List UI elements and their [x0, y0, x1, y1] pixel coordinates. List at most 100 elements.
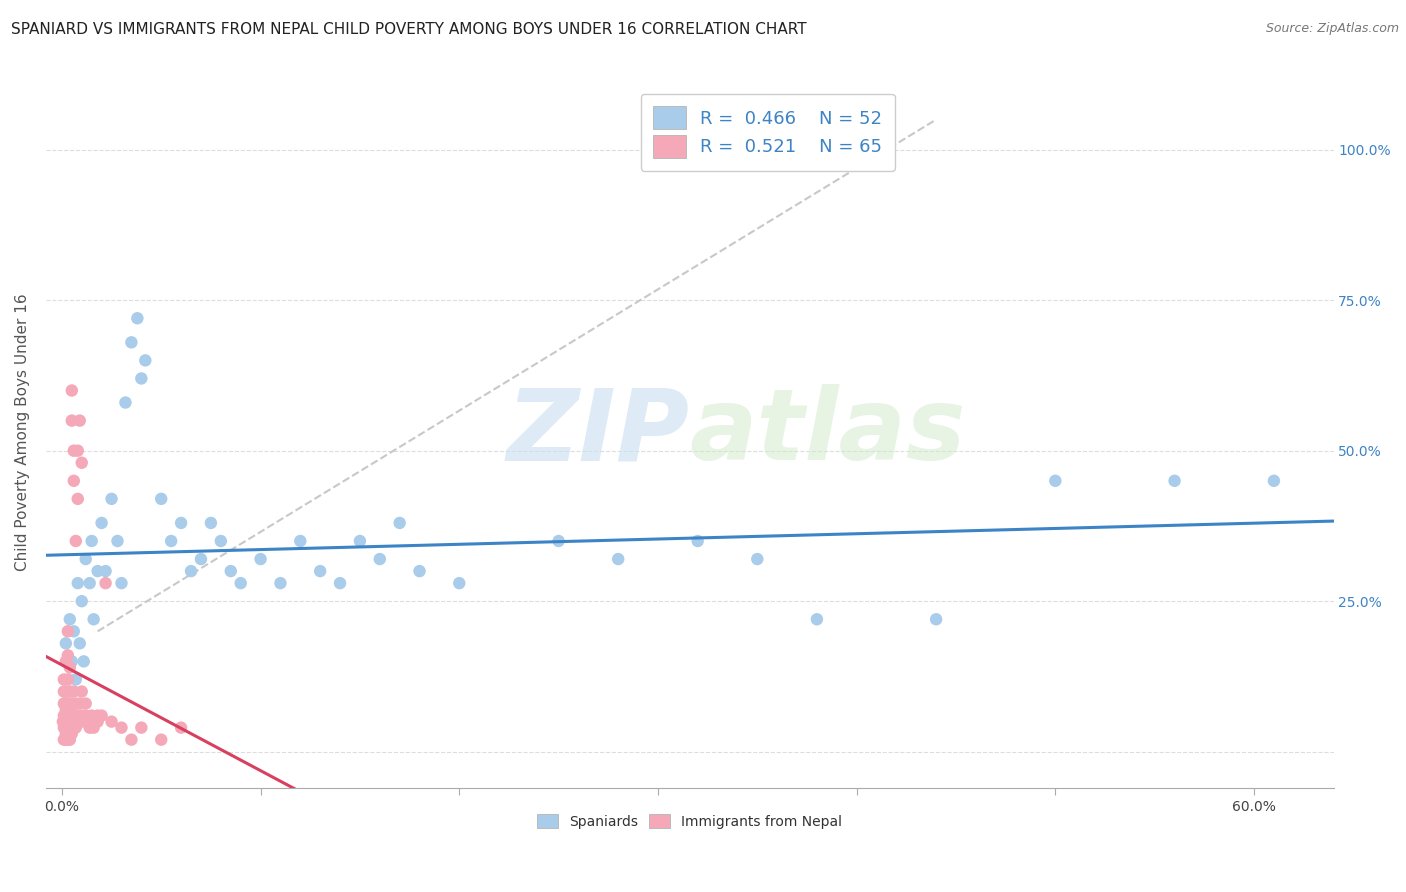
Point	[70, 456, 93, 470]
Point	[73, 714, 96, 729]
Point	[59, 684, 82, 698]
Point	[56, 697, 79, 711]
Point	[79, 721, 101, 735]
Point	[65, 721, 87, 735]
Point	[86, 714, 108, 729]
Point	[747, 552, 769, 566]
Text: Source: ZipAtlas.com: Source: ZipAtlas.com	[1265, 22, 1399, 36]
Text: ZIP: ZIP	[506, 384, 690, 481]
Point	[1045, 474, 1067, 488]
Text: atlas: atlas	[690, 384, 966, 481]
Point	[69, 636, 91, 650]
Point	[73, 654, 96, 668]
Point	[100, 714, 122, 729]
Point	[449, 576, 471, 591]
Point	[60, 726, 83, 740]
Point	[110, 576, 132, 591]
Point	[83, 721, 105, 735]
Point	[60, 384, 83, 398]
Point	[80, 708, 103, 723]
Point	[55, 732, 77, 747]
Point	[686, 534, 709, 549]
Point	[52, 708, 75, 723]
Point	[150, 732, 173, 747]
Point	[329, 576, 352, 591]
Point	[150, 491, 173, 506]
Point	[547, 534, 569, 549]
Point	[349, 534, 371, 549]
Point	[1263, 474, 1285, 488]
Point	[190, 552, 212, 566]
Point	[52, 721, 75, 735]
Point	[107, 534, 129, 549]
Point	[56, 648, 79, 663]
Point	[66, 576, 89, 591]
Point	[160, 534, 183, 549]
Point	[62, 474, 84, 488]
Point	[59, 714, 82, 729]
Point	[120, 732, 142, 747]
Point	[55, 636, 77, 650]
Text: SPANIARD VS IMMIGRANTS FROM NEPAL CHILD POVERTY AMONG BOYS UNDER 16 CORRELATION : SPANIARD VS IMMIGRANTS FROM NEPAL CHILD …	[11, 22, 807, 37]
Point	[200, 516, 222, 530]
Point	[59, 612, 82, 626]
Point	[131, 371, 153, 385]
Point	[75, 708, 97, 723]
Point	[55, 697, 77, 711]
Point	[56, 708, 79, 723]
Point	[120, 335, 142, 350]
Point	[269, 576, 291, 591]
Point	[59, 660, 82, 674]
Y-axis label: Child Poverty Among Boys Under 16: Child Poverty Among Boys Under 16	[15, 293, 30, 572]
Point	[170, 721, 193, 735]
Point	[249, 552, 271, 566]
Point	[290, 534, 312, 549]
Point	[65, 534, 87, 549]
Point	[806, 612, 828, 626]
Point	[56, 624, 79, 639]
Point	[309, 564, 332, 578]
Point	[65, 673, 87, 687]
Legend: Spaniards, Immigrants from Nepal: Spaniards, Immigrants from Nepal	[531, 808, 848, 834]
Point	[94, 564, 117, 578]
Point	[75, 552, 97, 566]
Point	[70, 708, 93, 723]
Point	[69, 697, 91, 711]
Point	[127, 311, 149, 326]
Point	[114, 395, 136, 409]
Point	[62, 624, 84, 639]
Point	[100, 491, 122, 506]
Point	[52, 673, 75, 687]
Point	[86, 564, 108, 578]
Point	[79, 576, 101, 591]
Point	[368, 552, 391, 566]
Point	[60, 654, 83, 668]
Point	[90, 708, 112, 723]
Point	[76, 714, 98, 729]
Point	[55, 702, 77, 716]
Point	[69, 414, 91, 428]
Point	[65, 697, 87, 711]
Point	[59, 721, 82, 735]
Point	[60, 708, 83, 723]
Point	[66, 443, 89, 458]
Point	[86, 708, 108, 723]
Point	[59, 702, 82, 716]
Point	[66, 708, 89, 723]
Point	[80, 534, 103, 549]
Point	[56, 732, 79, 747]
Point	[66, 491, 89, 506]
Point	[62, 714, 84, 729]
Point	[70, 684, 93, 698]
Point	[134, 353, 156, 368]
Point	[52, 714, 75, 729]
Point	[70, 594, 93, 608]
Point	[60, 697, 83, 711]
Point	[90, 516, 112, 530]
Point	[55, 684, 77, 698]
Point	[59, 732, 82, 747]
Point	[925, 612, 948, 626]
Point	[229, 576, 252, 591]
Point	[408, 564, 430, 578]
Point	[55, 654, 77, 668]
